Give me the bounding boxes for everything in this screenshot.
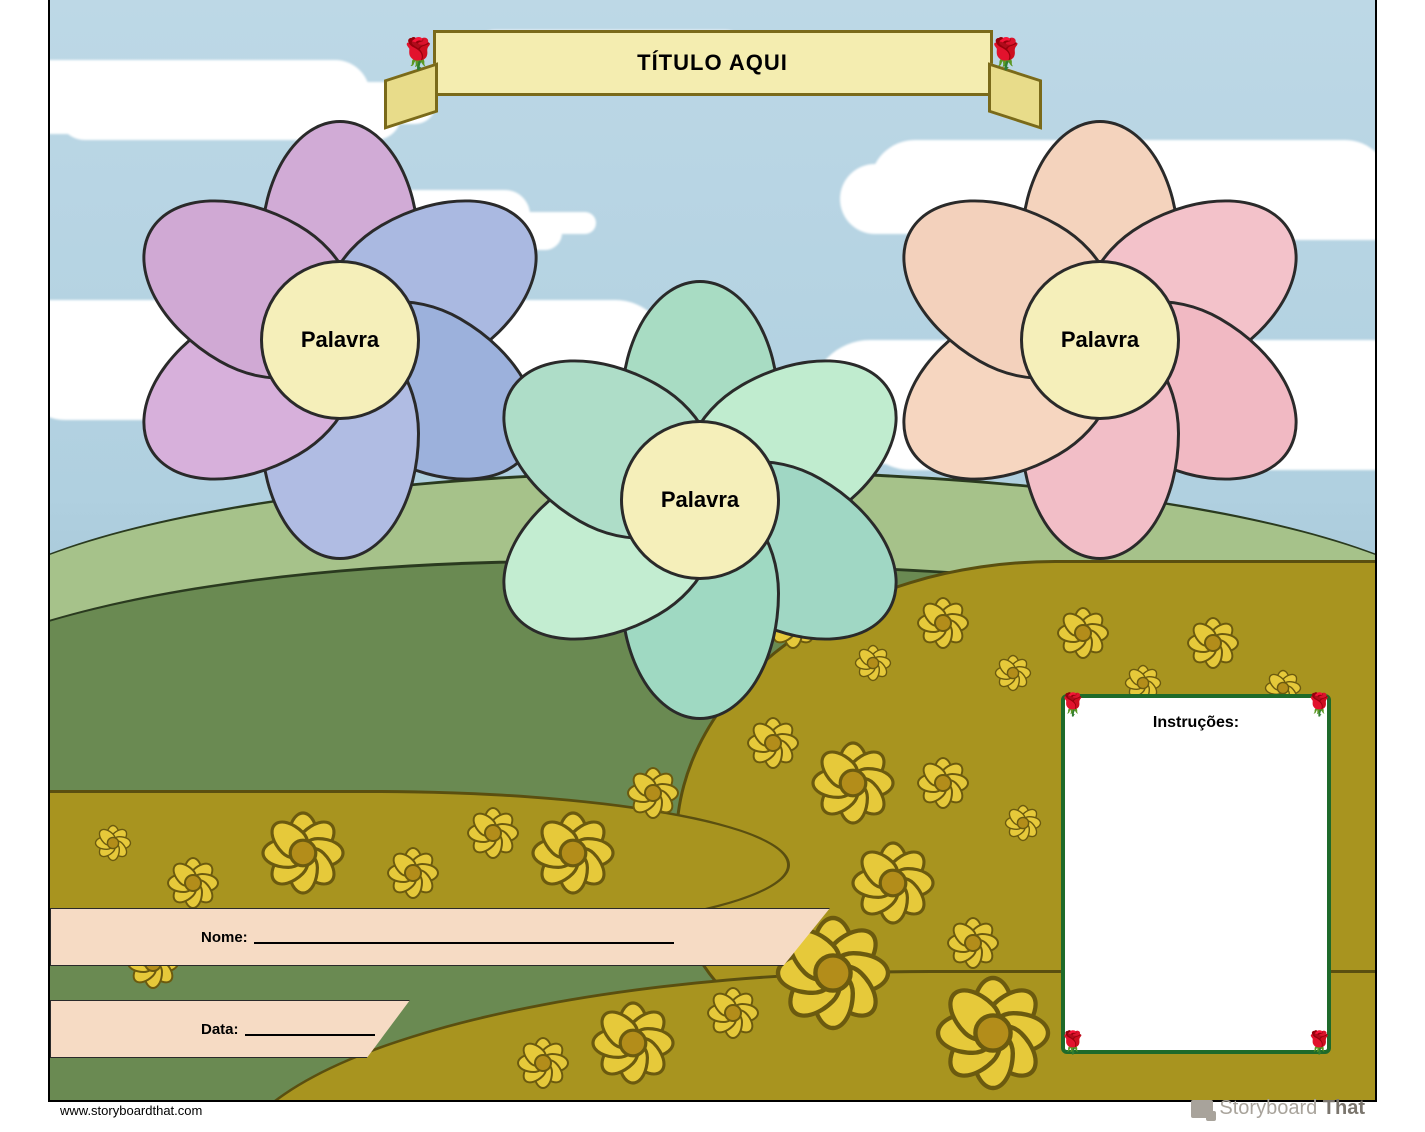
small-flower (950, 920, 996, 966)
footer-brand: Storyboard That (1191, 1097, 1365, 1120)
rose-icon: 🌹 (1059, 1030, 1086, 1056)
small-flower (596, 1006, 670, 1080)
name-field[interactable]: Nome: (50, 908, 830, 966)
worksheet-canvas: Palavra Palavra Palavra 🌹 🌹 TÍTULO AQUI No… (0, 0, 1425, 1132)
small-flower (856, 846, 930, 920)
date-field[interactable]: Data: (50, 1000, 410, 1058)
small-flower (1007, 807, 1039, 839)
instructions-label: Instruções: (1153, 714, 1239, 731)
small-flower (750, 720, 796, 766)
small-flower (390, 850, 436, 896)
small-flower (520, 1040, 566, 1086)
title-text: TÍTULO AQUI (637, 50, 788, 76)
date-line[interactable] (245, 1022, 375, 1036)
brand-bold: That (1323, 1097, 1365, 1119)
small-flower (920, 760, 966, 806)
small-flower (920, 600, 966, 646)
instructions-box[interactable]: 🌹 🌹 🌹 🌹 Instruções: (1061, 694, 1331, 1054)
small-flower (942, 982, 1043, 1083)
footer-url: www.storyboardthat.com (60, 1103, 202, 1118)
title-banner[interactable]: 🌹 🌹 TÍTULO AQUI (433, 30, 993, 96)
small-flower (710, 990, 756, 1036)
small-flower (536, 816, 610, 890)
name-label: Nome: (201, 929, 248, 946)
flower-center[interactable]: Palavra (620, 420, 780, 580)
small-flower (1060, 610, 1106, 656)
name-line[interactable] (254, 930, 674, 944)
rose-icon: 🌹 (400, 37, 438, 72)
rose-icon: 🌹 (1059, 692, 1086, 718)
brand-pre: Storyboard (1219, 1097, 1322, 1119)
small-flower (97, 827, 129, 859)
small-flower (470, 810, 516, 856)
small-flower (816, 746, 890, 820)
small-flower (630, 770, 676, 816)
flower-center[interactable]: Palavra (260, 260, 420, 420)
small-flower (997, 657, 1029, 689)
small-flower (170, 860, 216, 906)
rose-icon: 🌹 (1306, 1030, 1333, 1056)
rose-icon: 🌹 (1306, 692, 1333, 718)
rose-icon: 🌹 (987, 37, 1025, 72)
date-label: Data: (201, 1021, 239, 1038)
flower-organizer[interactable]: Palavra (880, 120, 1320, 560)
small-flower (266, 816, 340, 890)
flower-organizer[interactable]: Palavra (480, 280, 920, 720)
scene: Palavra Palavra Palavra 🌹 🌹 TÍTULO AQUI No… (50, 0, 1375, 1100)
small-flower (1190, 620, 1236, 666)
flower-center[interactable]: Palavra (1020, 260, 1180, 420)
brand-logo-icon (1191, 1100, 1213, 1118)
